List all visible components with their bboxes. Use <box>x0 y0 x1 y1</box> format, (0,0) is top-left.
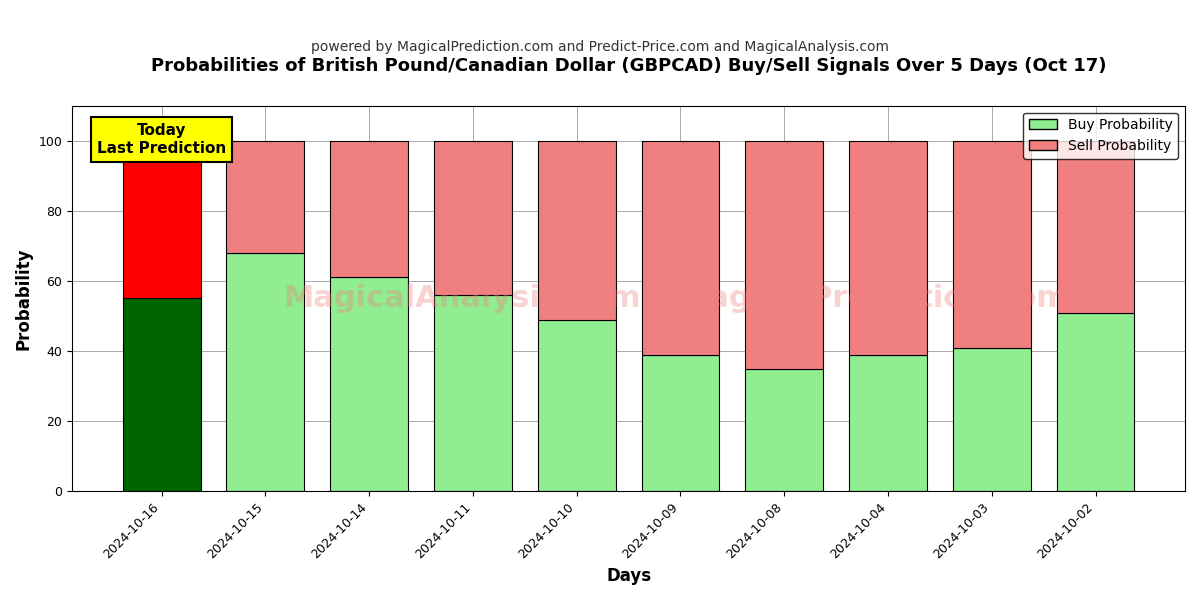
Text: Today
Last Prediction: Today Last Prediction <box>97 123 227 155</box>
Bar <box>953 141 1031 347</box>
Y-axis label: Probability: Probability <box>16 247 34 350</box>
Text: MagicalAnalysis.com: MagicalAnalysis.com <box>283 284 641 313</box>
X-axis label: Days: Days <box>606 567 652 585</box>
Bar <box>850 355 926 491</box>
Legend: Buy Probability, Sell Probability: Buy Probability, Sell Probability <box>1024 113 1178 159</box>
Bar <box>953 347 1031 491</box>
Bar <box>642 355 719 491</box>
Bar <box>1056 313 1134 491</box>
Bar <box>227 253 305 491</box>
Bar <box>434 141 512 295</box>
Bar <box>745 141 823 368</box>
Text: powered by MagicalPrediction.com and Predict-Price.com and MagicalAnalysis.com: powered by MagicalPrediction.com and Pre… <box>311 40 889 54</box>
Bar <box>122 298 200 491</box>
Bar <box>227 141 305 253</box>
Bar <box>538 141 616 320</box>
Bar <box>538 320 616 491</box>
Bar <box>330 277 408 491</box>
Title: Probabilities of British Pound/Canadian Dollar (GBPCAD) Buy/Sell Signals Over 5 : Probabilities of British Pound/Canadian … <box>151 57 1106 75</box>
Bar <box>330 141 408 277</box>
Text: MagicalPrediction.com: MagicalPrediction.com <box>678 284 1068 313</box>
Bar <box>1056 141 1134 313</box>
Bar <box>434 295 512 491</box>
Bar <box>122 141 200 298</box>
Bar <box>850 141 926 355</box>
Bar <box>642 141 719 355</box>
Bar <box>745 368 823 491</box>
